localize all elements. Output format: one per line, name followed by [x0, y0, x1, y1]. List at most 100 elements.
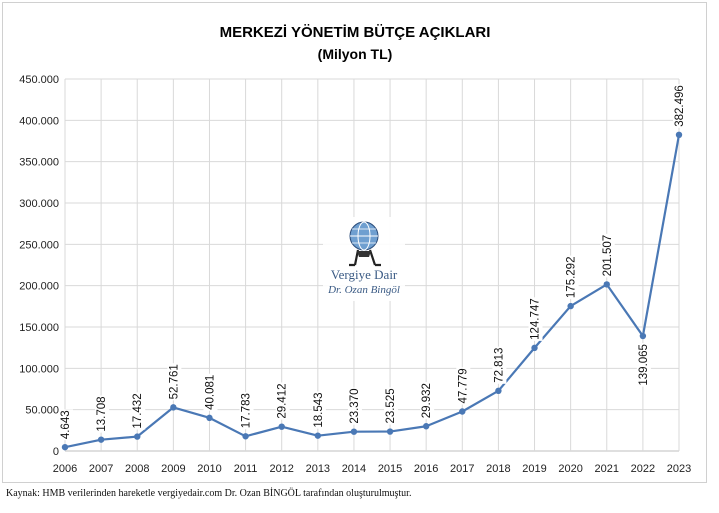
data-point — [61, 443, 69, 451]
y-tick-label: 350.000 — [19, 157, 59, 169]
x-tick-label: 2008 — [125, 463, 149, 475]
data-label-group: 47.779 — [456, 367, 471, 405]
data-label-background — [59, 409, 73, 441]
data-point — [134, 433, 141, 440]
data-point — [639, 332, 647, 340]
data-label-background — [239, 392, 254, 430]
data-label-group: 29.412 — [275, 382, 290, 420]
y-tick-label: 0 — [53, 446, 59, 458]
data-point — [278, 423, 285, 430]
data-label: 13.708 — [96, 396, 108, 431]
x-tick-label: 2018 — [486, 463, 510, 475]
data-label: 17.783 — [241, 393, 253, 428]
x-tick-label: 2023 — [667, 463, 691, 475]
data-label-background — [95, 395, 110, 433]
x-tick-label: 2022 — [631, 463, 655, 475]
data-label-group: 52.761 — [167, 363, 182, 401]
data-label-group: 40.081 — [203, 373, 218, 411]
data-label: 47.779 — [457, 368, 469, 403]
data-point — [350, 428, 358, 435]
data-label: 4.643 — [60, 410, 72, 439]
globe-atlas-icon — [349, 221, 381, 267]
x-tick-label: 2006 — [53, 463, 77, 475]
data-label: 201.507 — [602, 235, 614, 277]
data-label-background — [600, 233, 615, 278]
axes: 0 50.000 100.000 150.000 200.000 250.000 300.0… — [19, 74, 691, 475]
y-tick-label: 250.000 — [19, 239, 59, 251]
x-tick-label: 2013 — [306, 463, 330, 475]
data-label: 40.081 — [204, 375, 216, 410]
data-label-background — [492, 346, 507, 384]
y-tick-label: 300.000 — [19, 198, 59, 210]
data-point — [206, 414, 213, 422]
data-label-background — [420, 382, 435, 420]
data-label-background — [456, 367, 471, 405]
data-point — [97, 436, 105, 443]
data-label: 17.432 — [132, 393, 144, 428]
data-label-background — [275, 382, 290, 420]
data-label-group: 29.932 — [420, 382, 435, 420]
data-label-group: 72.813 — [492, 346, 507, 384]
data-label-background — [167, 363, 182, 401]
data-label-background — [131, 392, 146, 430]
y-tick-label: 150.000 — [19, 322, 59, 334]
data-point — [459, 408, 466, 415]
data-label-group: 124.747 — [528, 297, 543, 341]
data-label: 29.412 — [277, 383, 289, 418]
x-tick-label: 2015 — [378, 463, 402, 475]
data-point — [314, 432, 322, 439]
chart-subtitle: (Milyon TL) — [318, 46, 393, 62]
data-point — [422, 423, 430, 430]
data-label: 139.065 — [638, 344, 650, 386]
data-label-background — [347, 387, 362, 425]
x-tick-label: 2021 — [595, 463, 619, 475]
source-note: Kaynak: HMB verilerinden hareketle vergi… — [6, 488, 412, 499]
line-chart: MERKEZİ YÖNETİM BÜTÇE AÇIKLARI (Milyon T… — [19, 24, 691, 475]
data-label: 72.813 — [493, 348, 505, 383]
data-label: 23.525 — [385, 388, 397, 423]
data-label-group: 4.643 — [59, 409, 73, 441]
data-labels: 4.643 13.708 17.432 52.761 40.081 17.783 29.41… — [59, 84, 687, 441]
x-tick-label: 2011 — [234, 463, 258, 475]
data-label-group: 17.432 — [131, 392, 146, 430]
x-tick-label: 2007 — [89, 463, 113, 475]
x-tick-label: 2020 — [558, 463, 582, 475]
chart-title: MERKEZİ YÖNETİM BÜTÇE AÇIKLARI — [220, 24, 491, 41]
y-tick-label: 200.000 — [19, 281, 59, 293]
data-label: 124.747 — [530, 298, 542, 340]
data-label-group: 23.525 — [384, 387, 399, 425]
y-tick-label: 400.000 — [19, 115, 59, 127]
data-point — [603, 281, 610, 288]
data-label: 52.761 — [168, 364, 180, 399]
data-point — [170, 404, 177, 411]
data-point — [386, 428, 394, 435]
data-label-group: 175.292 — [564, 255, 579, 300]
data-label-background — [311, 391, 326, 429]
data-label-group: 23.370 — [347, 387, 362, 425]
series-line — [61, 131, 683, 451]
data-point — [495, 387, 502, 395]
data-point — [675, 131, 683, 139]
data-label-background — [564, 255, 579, 300]
data-label-background — [203, 373, 218, 411]
data-point — [531, 344, 538, 352]
y-tick-label: 450.000 — [19, 74, 59, 86]
data-label-background — [673, 84, 687, 128]
data-label: 175.292 — [566, 257, 578, 299]
data-label-background — [528, 297, 543, 341]
y-tick-label: 50.000 — [25, 405, 59, 417]
data-label-group: 382.496 — [673, 84, 687, 128]
watermark-line1: Vergiye Dair — [331, 267, 398, 282]
data-label-group: 139.065 — [636, 343, 651, 387]
data-label-background — [384, 387, 399, 425]
x-tick-label: 2017 — [450, 463, 474, 475]
data-label: 382.496 — [674, 85, 686, 127]
data-point — [242, 433, 249, 440]
x-tick-label: 2014 — [342, 463, 366, 475]
data-label: 18.543 — [313, 392, 325, 427]
x-tick-label: 2019 — [522, 463, 546, 475]
data-label: 29.932 — [421, 383, 433, 418]
x-tick-label: 2012 — [269, 463, 293, 475]
x-tick-label: 2009 — [161, 463, 185, 475]
watermark: Vergiye Dair Dr. Ozan Bingöl — [323, 217, 405, 301]
